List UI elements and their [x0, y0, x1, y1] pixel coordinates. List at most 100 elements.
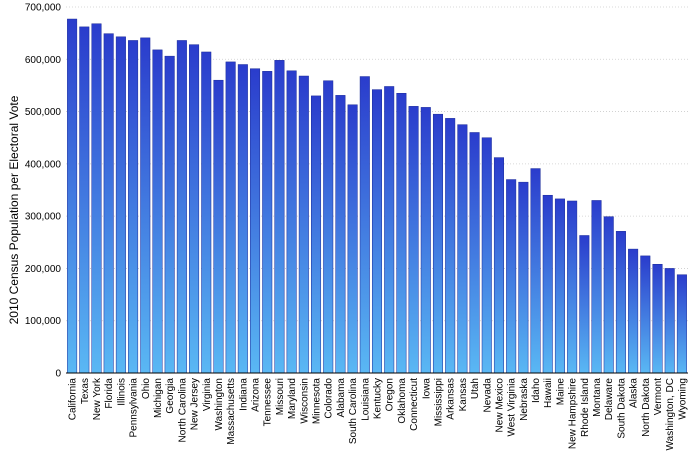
y-axis-label: 2010 Census Population per Electoral Vot… — [7, 95, 21, 324]
x-tick-label: California — [68, 378, 79, 421]
x-tick-label: West Virginia — [507, 378, 518, 437]
y-tick-label: 700,000 — [25, 3, 62, 14]
x-tick-label: Georgia — [165, 378, 176, 414]
y-tick-label: 600,000 — [25, 55, 62, 66]
bar — [445, 118, 456, 374]
bar — [128, 40, 139, 374]
bar — [469, 132, 480, 374]
bar — [140, 37, 151, 374]
bar — [274, 60, 285, 374]
x-tick-label: Idaho — [531, 378, 542, 403]
x-tick-label: Washington, DC — [665, 378, 676, 450]
x-tick-label: New Jersey — [190, 378, 201, 430]
x-tick-label: Hawaii — [543, 378, 554, 408]
bar — [628, 248, 639, 374]
x-tick-label: Arizona — [251, 378, 262, 412]
bar — [237, 64, 248, 374]
x-tick-label: Pennsylvania — [129, 378, 140, 438]
y-axis-ticks: 0 100,000 200,000 300,000 400,000 500,000 600,… — [25, 3, 62, 380]
y-tick-label: 0 — [55, 369, 61, 380]
x-tick-label: New York — [92, 377, 103, 420]
y-tick-label: 300,000 — [25, 212, 62, 223]
x-tick-label: South Carolina — [348, 378, 359, 445]
x-tick-label: Nebraska — [519, 378, 530, 421]
bar — [493, 157, 504, 374]
x-tick-label: Oklahoma — [397, 378, 408, 424]
x-tick-label: Massachusetts — [226, 378, 237, 445]
x-tick-label: Illinois — [116, 378, 127, 406]
bar — [640, 255, 651, 374]
y-tick-label: 200,000 — [25, 264, 62, 275]
bar — [530, 168, 541, 374]
x-tick-label: Colorado — [324, 378, 335, 419]
bar — [359, 76, 370, 374]
x-tick-label: Rhode Island — [580, 378, 591, 437]
bar — [420, 107, 431, 374]
y-tick-label: 500,000 — [25, 107, 62, 118]
x-tick-label: Indiana — [238, 378, 249, 411]
x-tick-label: Washington — [214, 378, 225, 430]
x-tick-label: Maryland — [287, 378, 298, 419]
x-tick-label: Michigan — [153, 378, 164, 418]
bar — [408, 106, 419, 374]
bar — [335, 95, 346, 374]
bar — [506, 179, 517, 374]
x-tick-label: Virginia — [202, 378, 213, 412]
x-tick-label: Texas — [80, 378, 91, 404]
x-tick-label: New Mexico — [494, 378, 505, 433]
bar — [176, 40, 187, 374]
bar — [457, 124, 468, 374]
x-tick-label: Oregon — [385, 378, 396, 411]
bar — [201, 51, 212, 374]
x-tick-label: Ohio — [141, 378, 152, 400]
bar — [542, 194, 553, 374]
bar — [347, 104, 358, 374]
bar — [579, 235, 590, 374]
bar — [286, 70, 297, 374]
x-tick-label: Louisiana — [360, 378, 371, 421]
x-tick-label: North Carolina — [177, 378, 188, 443]
x-tick-label: Florida — [104, 378, 115, 409]
x-tick-label: Kentucky — [373, 378, 384, 419]
bar — [591, 200, 602, 374]
bars — [67, 18, 687, 374]
x-axis-ticks: California Texas New York Florida Illinois Pe… — [68, 377, 689, 450]
bar — [103, 33, 114, 374]
x-tick-label: Missouri — [275, 378, 286, 415]
bar — [91, 23, 102, 374]
bar — [152, 49, 163, 374]
bar — [603, 216, 614, 374]
bar — [262, 71, 273, 374]
x-tick-label: Wisconsin — [299, 378, 310, 424]
bar — [189, 44, 200, 374]
y-tick-label: 400,000 — [25, 159, 62, 170]
x-tick-label: North Dakota — [641, 378, 652, 437]
x-tick-label: Utah — [470, 378, 481, 399]
x-tick-label: Wyoming — [677, 378, 688, 420]
bar — [213, 79, 224, 374]
bar — [250, 68, 261, 374]
bar — [384, 86, 395, 374]
x-tick-label: South Dakota — [616, 378, 627, 439]
bar — [481, 137, 492, 374]
x-tick-label: Kansas — [458, 378, 469, 411]
x-tick-label: Maine — [555, 378, 566, 406]
bar — [664, 268, 675, 374]
bar — [652, 263, 663, 374]
bar — [164, 55, 175, 374]
bar — [567, 200, 578, 374]
x-tick-label: Nevada — [482, 378, 493, 413]
x-tick-label: Delaware — [604, 378, 615, 421]
bar — [67, 18, 78, 374]
bar — [323, 80, 334, 374]
bar — [225, 61, 236, 374]
x-tick-label: Montana — [592, 378, 603, 417]
bar — [79, 26, 90, 374]
y-tick-label: 100,000 — [25, 316, 62, 327]
x-tick-label: Iowa — [421, 378, 432, 400]
bar — [554, 198, 565, 374]
x-tick-label: Alaska — [629, 378, 640, 408]
x-tick-label: Alabama — [336, 378, 347, 418]
x-tick-label: New Hampshire — [568, 378, 579, 450]
